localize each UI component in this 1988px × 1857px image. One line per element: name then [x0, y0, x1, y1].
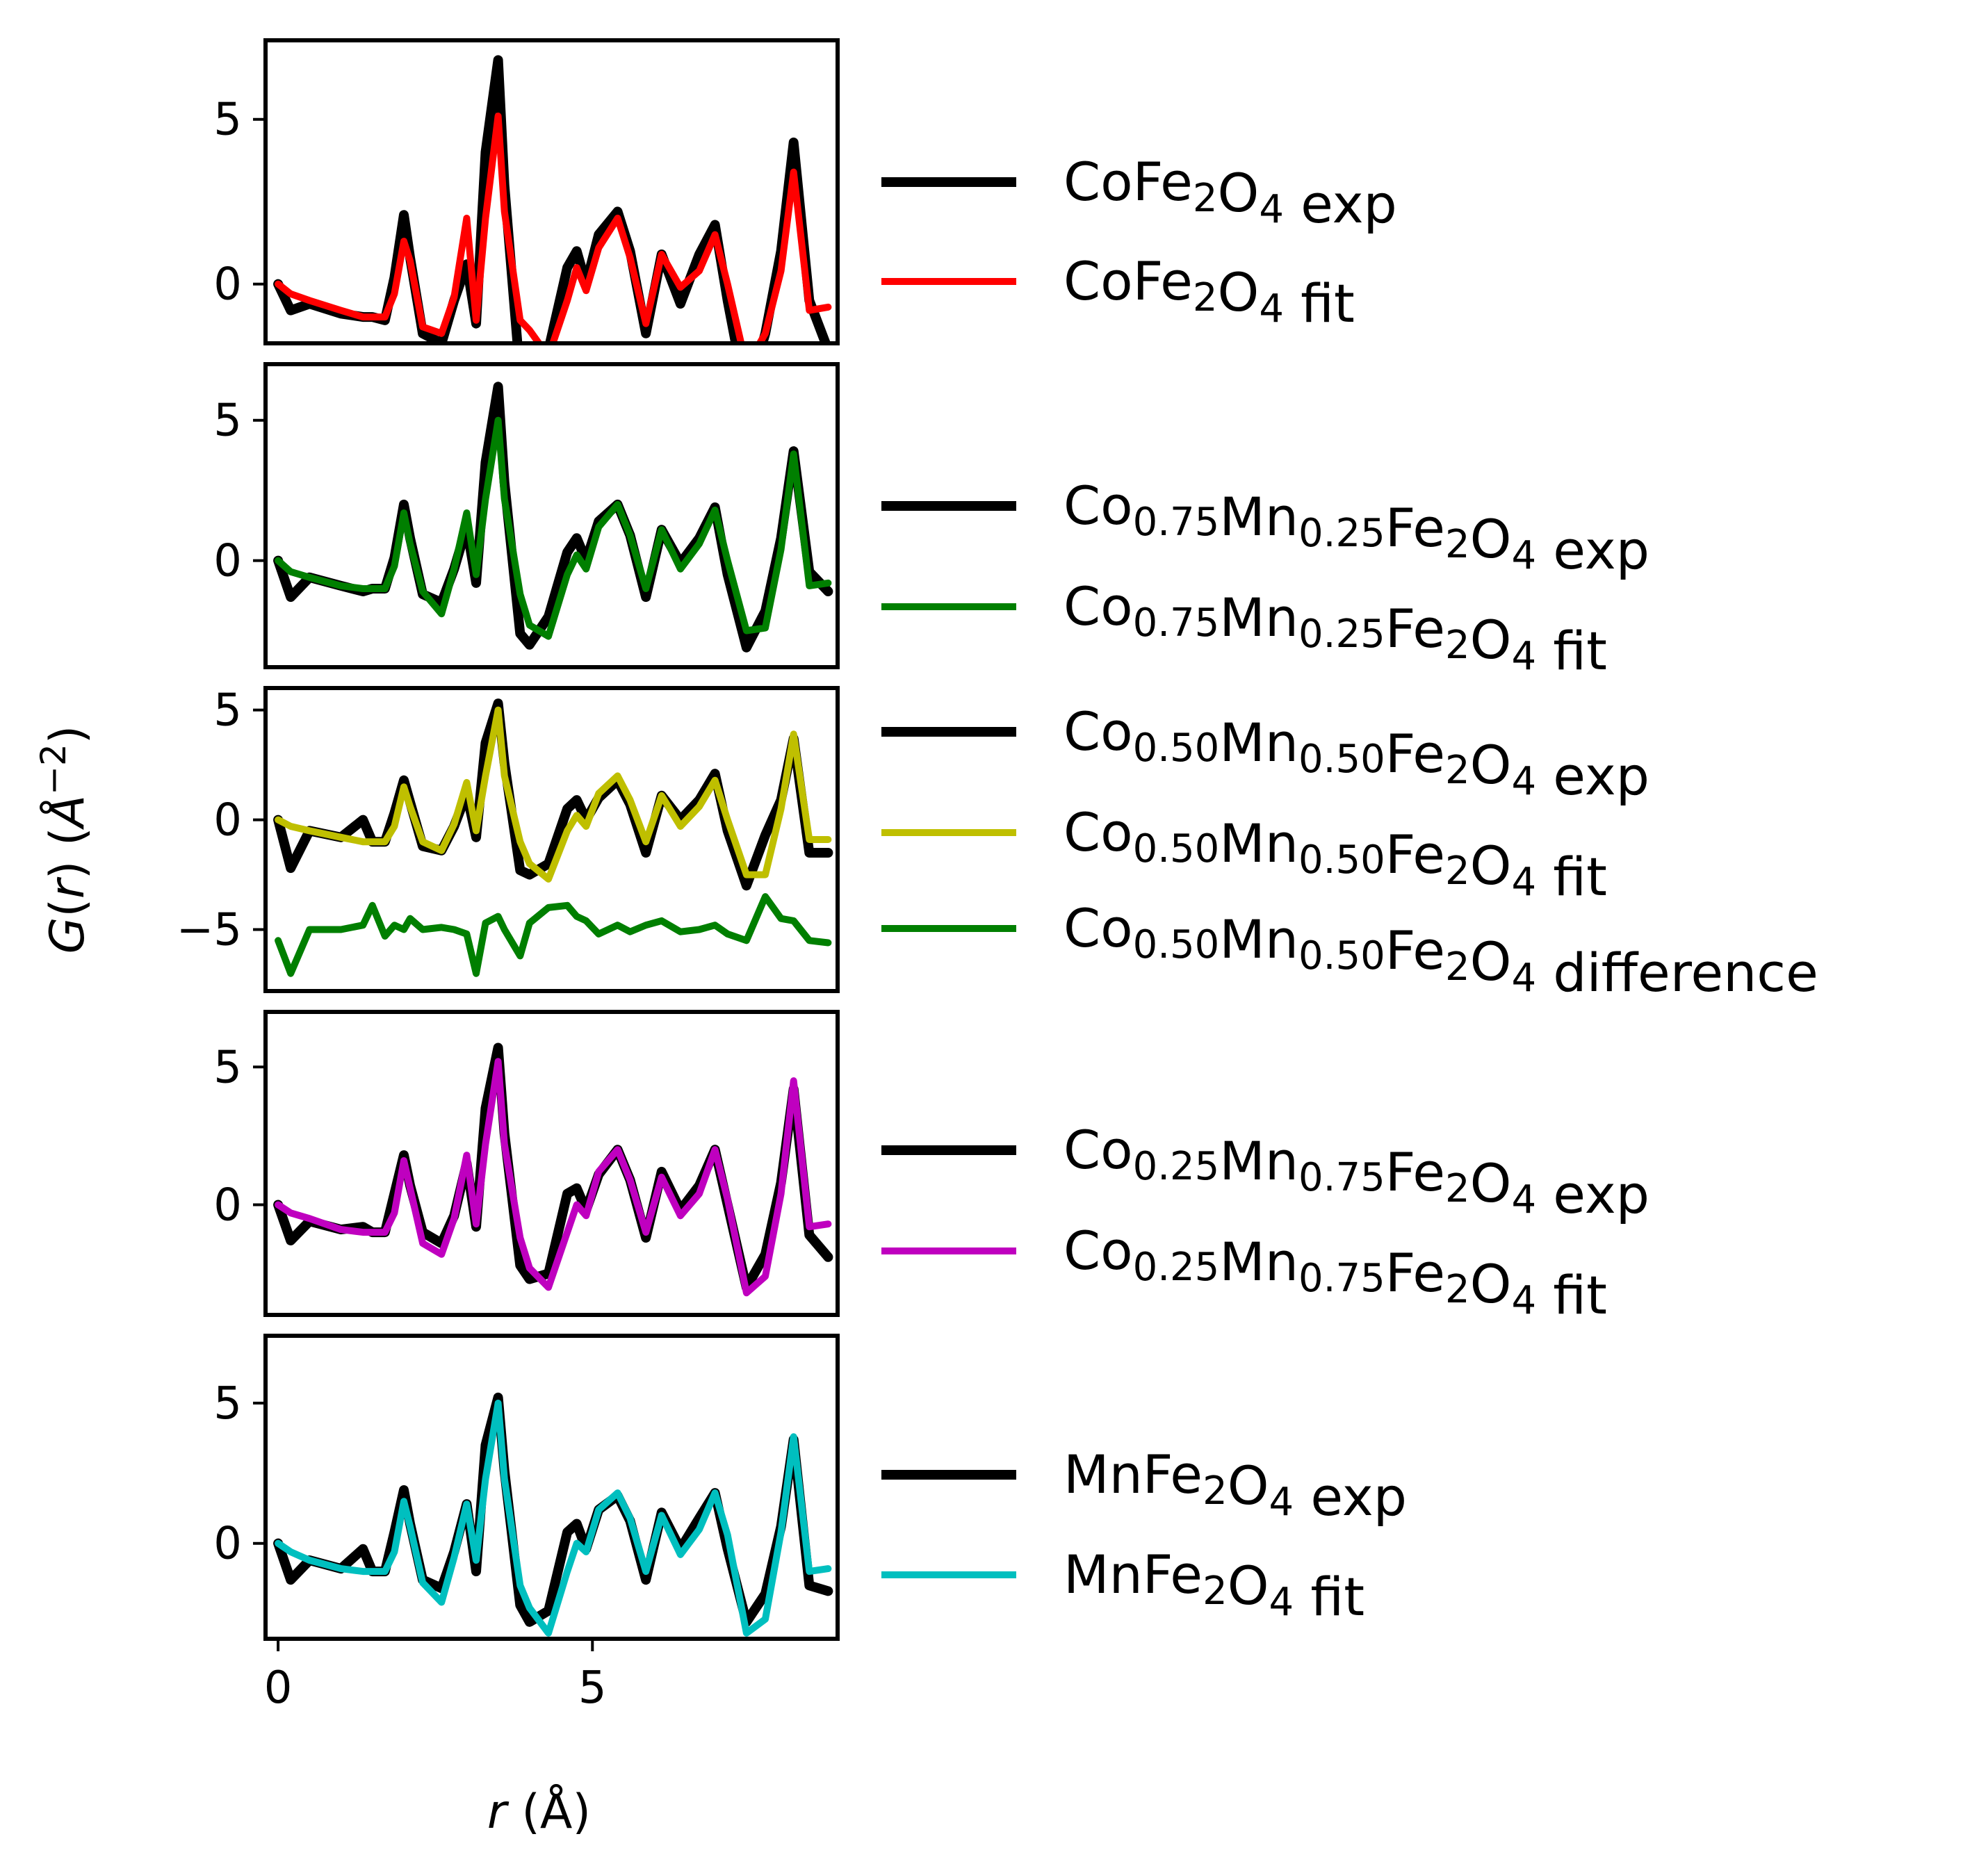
legend-entry: MnFe2O4 exp — [881, 1443, 1407, 1528]
legend-entry: CoFe2O4 exp — [881, 151, 1397, 235]
y-tick-label: −5 — [177, 905, 242, 956]
series-line-1-2 — [275, 113, 832, 343]
legend-entry: Co0.50Mn0.50Fe2O4 difference — [881, 897, 1818, 1004]
series-line-4-1 — [273, 1042, 833, 1293]
legend-entry: Co0.50Mn0.50Fe2O4 fit — [881, 801, 1607, 908]
panel-1: 05 — [213, 38, 840, 345]
legend-label: Co0.25Mn0.75Fe2O4 exp — [1064, 1119, 1649, 1225]
panel-frame — [263, 1334, 840, 1641]
legend-label: Co0.50Mn0.50Fe2O4 exp — [1064, 701, 1649, 807]
y-tick-label: 5 — [213, 1042, 242, 1093]
x-axis-title: r (Å) — [487, 1783, 591, 1840]
legend-entry: Co0.50Mn0.50Fe2O4 exp — [881, 701, 1649, 807]
y-tick-label: 0 — [213, 259, 242, 311]
y-tick-label: 0 — [213, 1179, 242, 1231]
legend-entry: Co0.75Mn0.25Fe2O4 exp — [881, 475, 1649, 581]
legend-entry: Co0.75Mn0.25Fe2O4 fit — [881, 575, 1607, 682]
legend-label: MnFe2O4 fit — [1064, 1544, 1364, 1628]
legend: CoFe2O4 exp CoFe2O4 fit Co0.75Mn0.25Fe2O4 … — [881, 151, 1818, 1628]
legend-label: Co0.50Mn0.50Fe2O4 fit — [1064, 801, 1607, 908]
legend-entry: Co0.25Mn0.75Fe2O4 fit — [881, 1220, 1607, 1326]
series-line-1-1 — [273, 55, 831, 343]
y-tick-label: 5 — [213, 685, 242, 737]
x-tick-label: 0 — [264, 1662, 293, 1714]
legend-label: CoFe2O4 fit — [1064, 250, 1355, 334]
y-tick-label: 5 — [213, 95, 242, 146]
legend-entry: Co0.25Mn0.75Fe2O4 exp — [881, 1119, 1649, 1225]
series-line-5-2 — [275, 1399, 832, 1637]
legend-label: MnFe2O4 exp — [1064, 1443, 1407, 1528]
series-line-4-2 — [275, 1058, 832, 1297]
legend-label: Co0.75Mn0.25Fe2O4 exp — [1064, 475, 1649, 581]
legend-entry: MnFe2O4 fit — [881, 1544, 1364, 1628]
panel-frame — [263, 1010, 840, 1317]
series-line-5-1 — [273, 1392, 833, 1627]
y-tick-label: 0 — [213, 1519, 242, 1570]
x-tick-label: 5 — [578, 1662, 607, 1714]
panel-2: 05 — [213, 362, 840, 669]
panel-4: 05 — [213, 1010, 840, 1317]
series-line-3-2 — [275, 706, 832, 883]
panel-frame — [263, 686, 840, 993]
legend-label: Co0.25Mn0.75Fe2O4 fit — [1064, 1220, 1607, 1326]
legend-entry: CoFe2O4 fit — [881, 250, 1355, 334]
y-tick-label: 5 — [213, 1378, 242, 1430]
series-line-2-2 — [275, 416, 832, 640]
y-tick-label: 5 — [213, 395, 242, 447]
panel-frame — [263, 38, 840, 345]
series-line-3-3 — [275, 893, 832, 977]
legend-label: Co0.50Mn0.50Fe2O4 difference — [1064, 897, 1818, 1004]
y-axis-title: G(r) (Å−2) — [33, 726, 95, 954]
series-line-2-1 — [273, 382, 833, 653]
y-tick-label: 0 — [213, 795, 242, 846]
panel-frame — [263, 362, 840, 669]
legend-label: Co0.75Mn0.25Fe2O4 fit — [1064, 575, 1607, 682]
panel-3: −5 0 5 — [177, 685, 840, 993]
legend-label: CoFe2O4 exp — [1064, 151, 1397, 235]
panel-5: 05 — [213, 1334, 840, 1641]
y-tick-label: 0 — [213, 536, 242, 587]
